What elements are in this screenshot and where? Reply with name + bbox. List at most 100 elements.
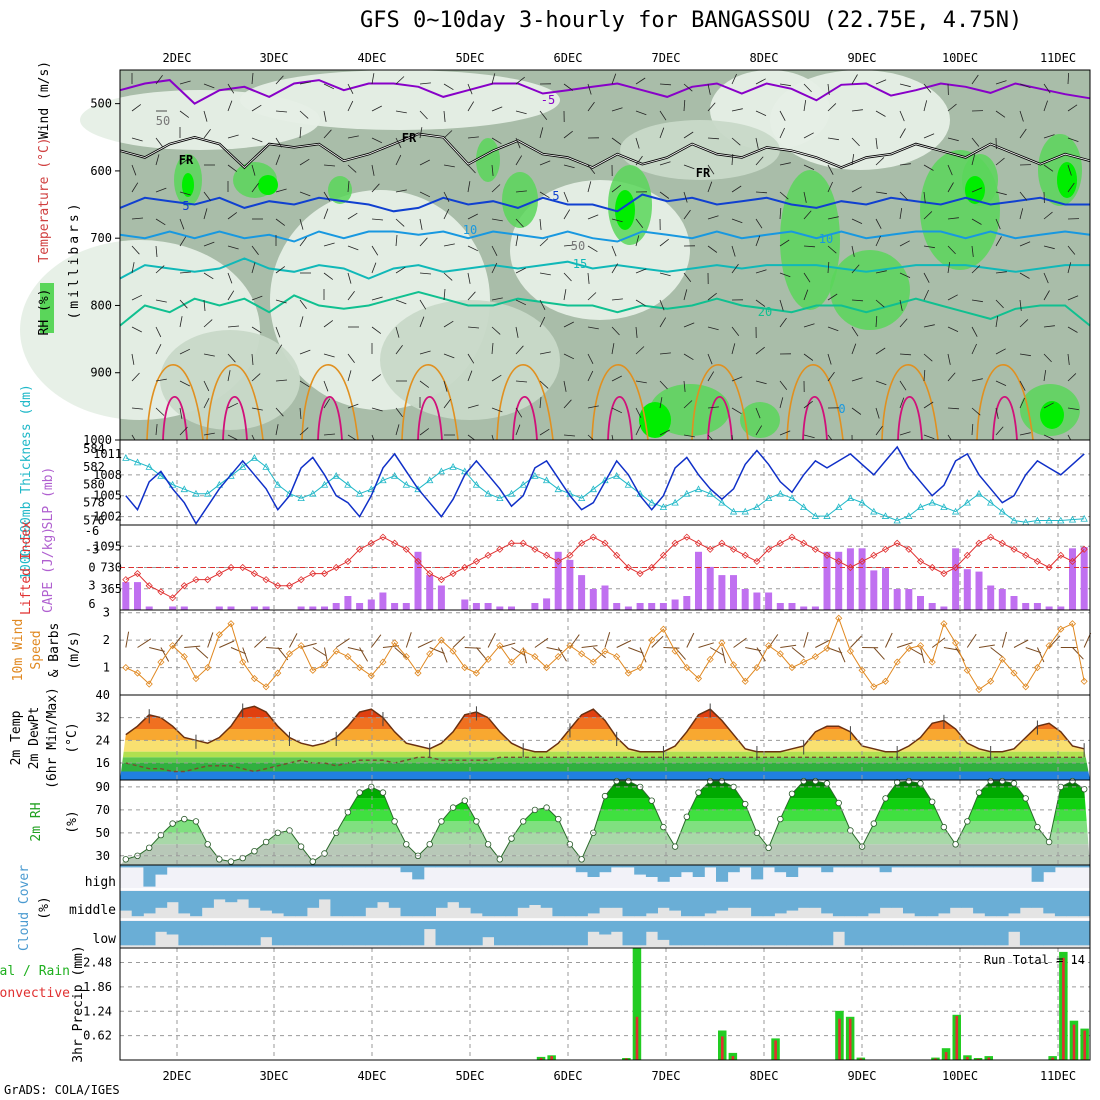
precip-legend-convective: Convective [0, 986, 70, 1001]
wind-barb [563, 191, 569, 203]
lifted-index-point [683, 533, 691, 541]
thickness-point [870, 507, 878, 515]
wind-barb [419, 159, 430, 166]
wind-barb [635, 424, 642, 436]
cape-bar [928, 603, 936, 610]
isotherm-hot-contour [162, 395, 188, 441]
lifted-index-point [227, 563, 235, 572]
cloud-middle-bar [961, 891, 974, 908]
wind-barb [179, 380, 190, 387]
cloud-low-bar [704, 921, 717, 946]
wind-barb [515, 380, 528, 383]
wind-barb [731, 73, 737, 85]
wind-barb [371, 296, 383, 301]
cloud-middle-bar [1019, 891, 1032, 908]
freezing-level-label: FR [402, 131, 417, 145]
thickness-point [928, 498, 936, 506]
wind-barb [203, 299, 206, 312]
wind-barb [155, 424, 158, 436]
cloud-middle-bar [166, 891, 179, 903]
wind-barb [251, 295, 263, 301]
wind10m-barb [125, 631, 130, 648]
wind-barb [779, 299, 784, 311]
wind-barb [947, 407, 960, 410]
rh-point [788, 790, 796, 797]
lifted-index-point [180, 582, 188, 590]
wind-barb [995, 191, 1007, 196]
rh-point [520, 818, 527, 825]
thickness-point [729, 507, 738, 515]
cloud-high-bar [458, 865, 471, 868]
wind-barb [587, 83, 592, 95]
rh2m-axis-label-2: (%) [65, 810, 80, 833]
cloud-middle-label: middle [69, 903, 116, 918]
cloud-middle-bar [903, 891, 916, 914]
wind-barb [587, 370, 594, 382]
thickness-point [192, 489, 200, 497]
wind-barb [947, 137, 959, 142]
wind10m-barb [850, 635, 862, 648]
cloud-high-bar [295, 865, 308, 868]
cloud-middle-bar [973, 891, 986, 914]
wind-barb [947, 372, 956, 382]
day-label-top: 6DEC [554, 51, 583, 65]
lifted-index-point [391, 539, 399, 547]
wind-barb [659, 299, 665, 311]
wind-barb [803, 353, 814, 361]
rh-point [999, 777, 1006, 785]
wind10m-speed-point [1033, 664, 1041, 672]
wind-barb [563, 399, 572, 409]
thickness-point [414, 485, 422, 493]
thickness-point [355, 489, 364, 497]
lifted-index-point [262, 576, 270, 584]
cloud-high-bar [868, 865, 881, 868]
wind-barb [875, 235, 881, 247]
wind10m-barb [405, 632, 412, 648]
wind10m-barb [324, 647, 329, 664]
cloud-high-bar [774, 865, 787, 873]
wind-barb [659, 429, 670, 436]
cape-bar [414, 551, 422, 610]
wind-barb [251, 353, 254, 366]
rh-point [543, 804, 550, 811]
precip-convective-bar [1062, 957, 1065, 1060]
cape-bar [671, 599, 679, 610]
wind10m-barb [499, 642, 516, 648]
rh-point [835, 799, 842, 807]
wind-barb [155, 265, 165, 274]
wind-barb [827, 181, 833, 193]
wind-barb [491, 374, 502, 382]
thickness-point [905, 512, 913, 519]
wind-barb [1019, 353, 1031, 357]
cloud-high-bar [1031, 865, 1044, 882]
cloud-middle-bar [774, 891, 787, 914]
cloud-high-bar [564, 865, 577, 868]
wind-barb [1019, 299, 1022, 311]
wind-barb [203, 83, 215, 89]
precip-convective-bar [966, 1056, 969, 1060]
cape-bar [321, 606, 328, 610]
wind-barb [899, 83, 911, 88]
wind-barb [779, 430, 791, 436]
isotherm-label: 10 [819, 232, 833, 246]
lifted-index-point [554, 557, 562, 565]
wind-barb [1019, 380, 1026, 391]
wind-barb [563, 272, 572, 282]
wind-barb [1043, 134, 1055, 139]
cape-bar [706, 566, 714, 610]
cloud-middle-bar [505, 891, 518, 917]
wind-barb [395, 299, 407, 305]
wind10m-speed-point [858, 666, 866, 674]
wind-barb [755, 346, 765, 355]
wind10m-speed-point [391, 639, 399, 647]
wind-barb [563, 164, 575, 169]
wind-barb [515, 190, 527, 193]
isotherm-label: -5 [541, 93, 555, 107]
lifted-index-point [274, 582, 282, 590]
wind-panel-bg [120, 610, 1090, 695]
thickness-point [133, 458, 142, 466]
cape-bar [987, 585, 995, 610]
temp-tick-label: 40 [96, 688, 110, 702]
rh-band-base [120, 855, 1090, 865]
day-label-top: 5DEC [456, 51, 485, 65]
